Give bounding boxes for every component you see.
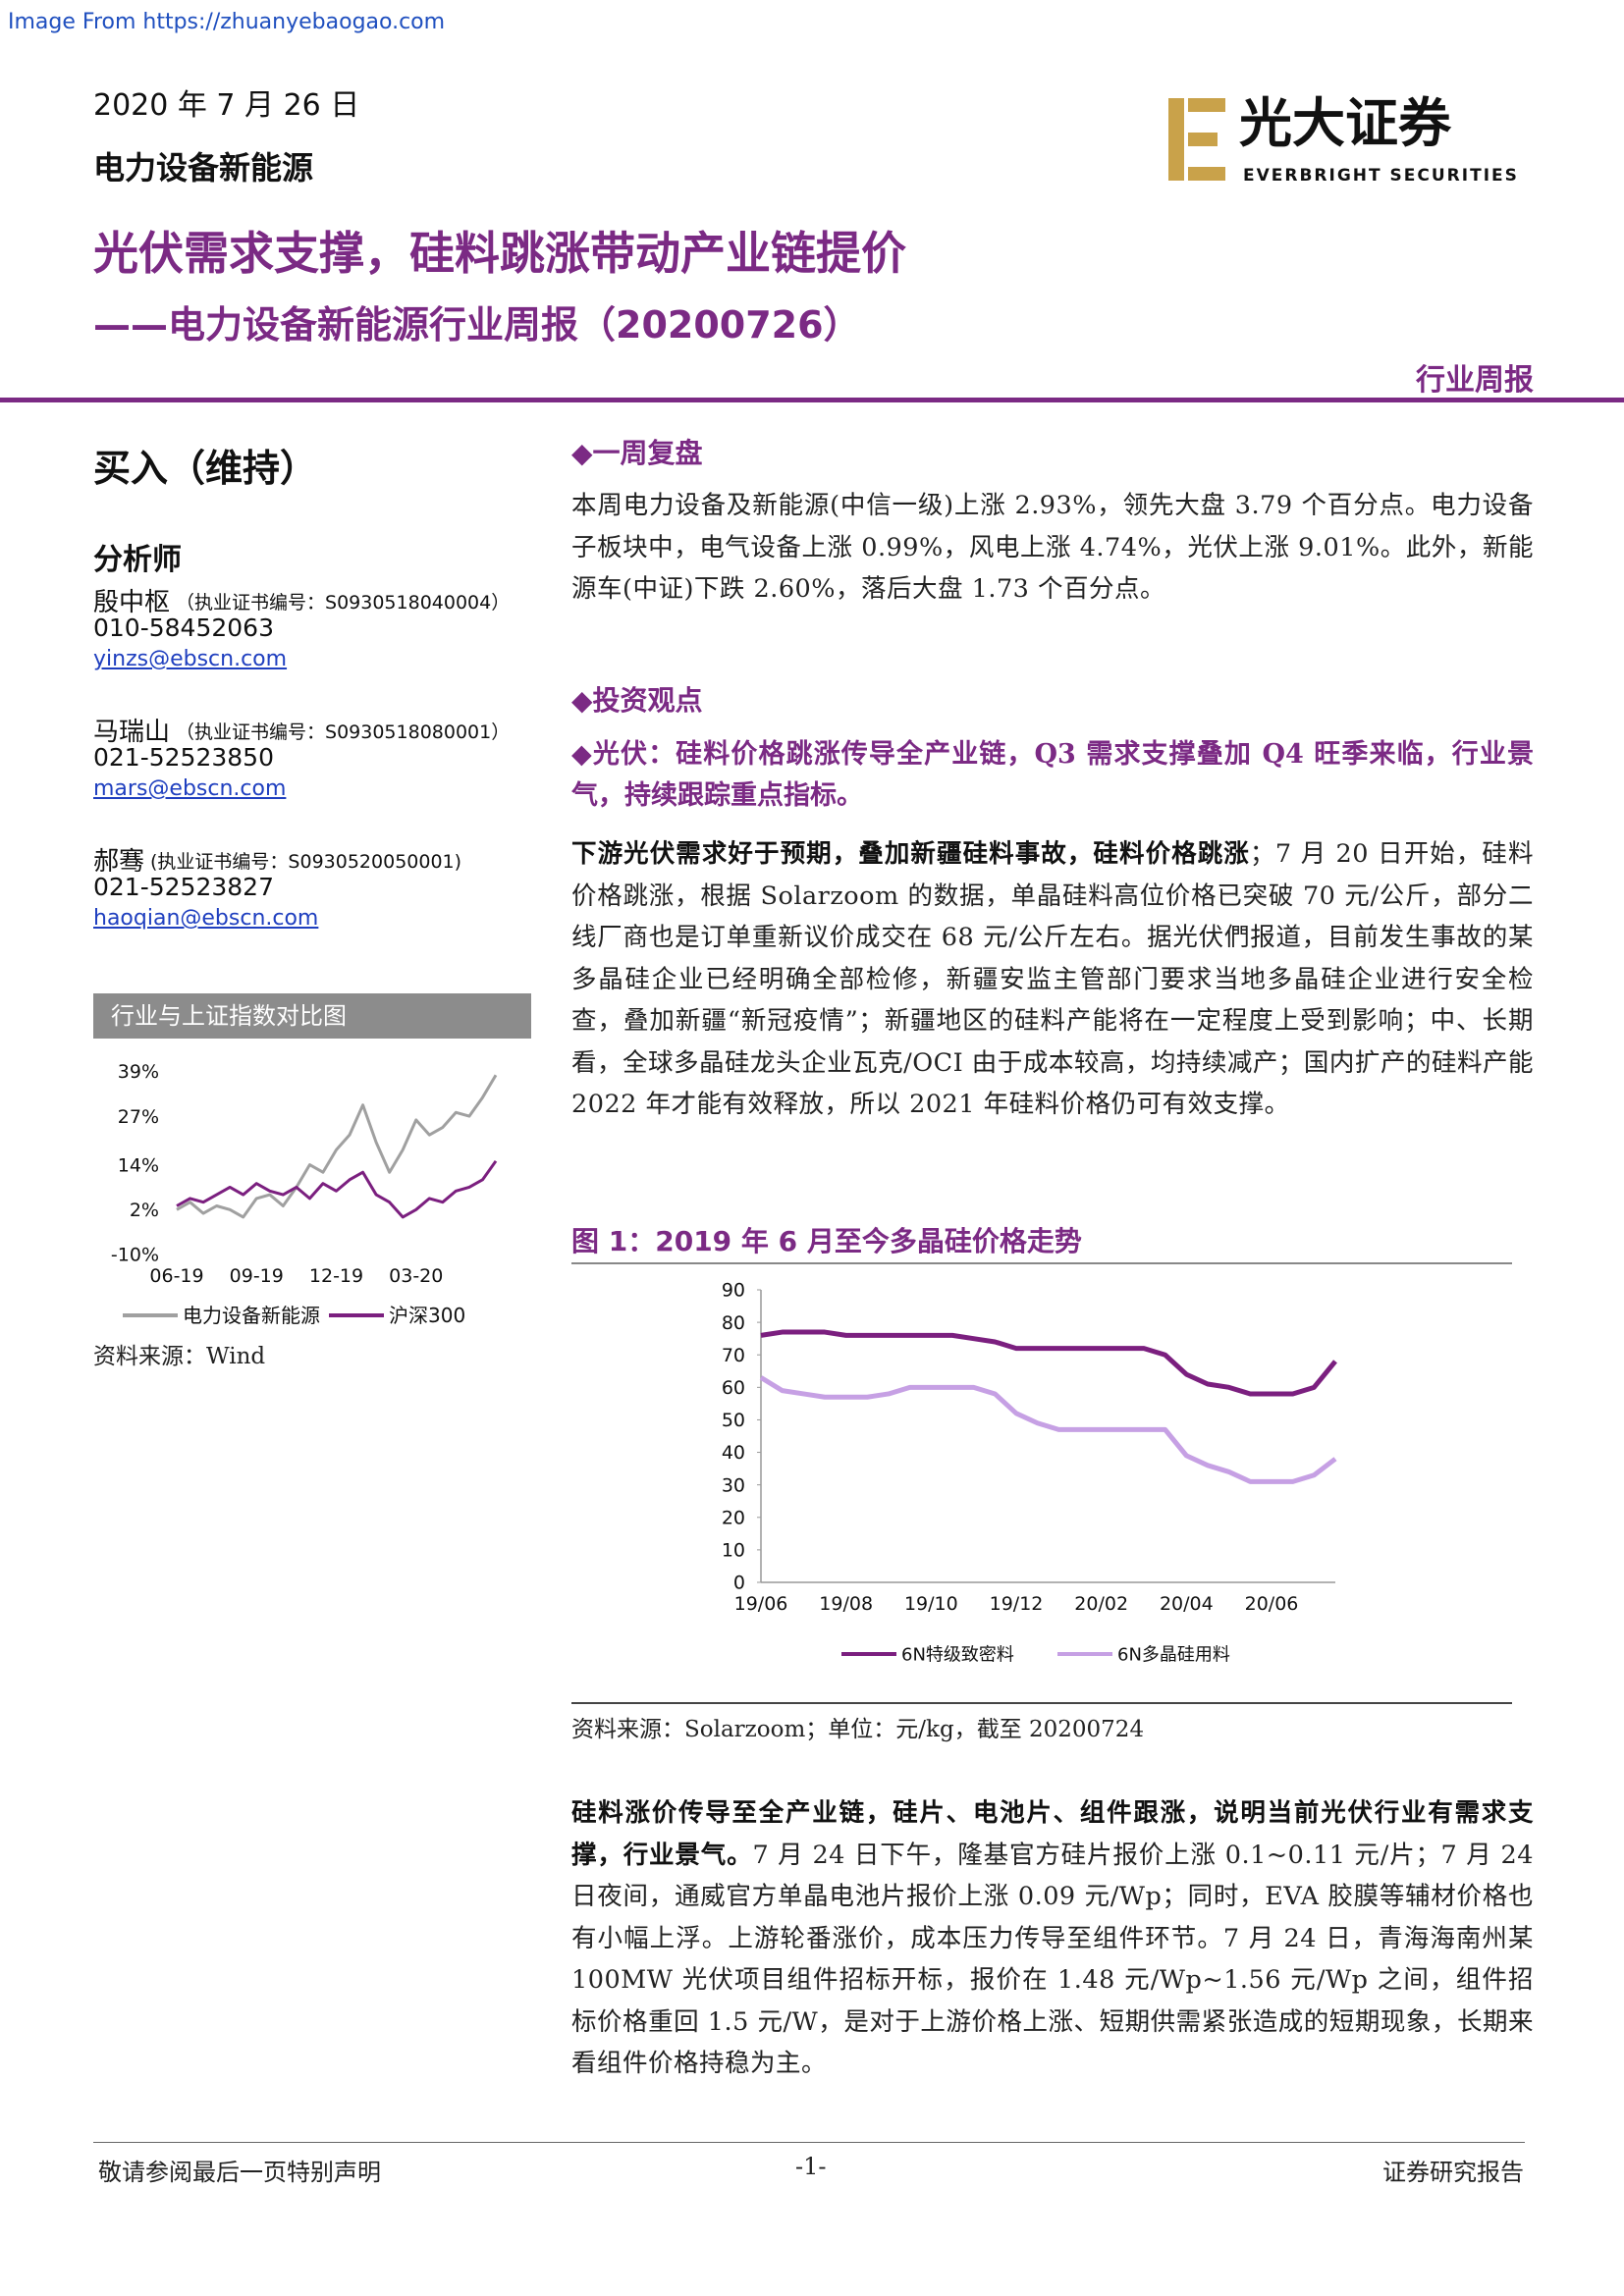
x-tick-label: 19/12 bbox=[990, 1593, 1044, 1615]
logo-bar bbox=[1188, 98, 1225, 112]
y-tick-label: -10% bbox=[111, 1245, 159, 1266]
analyst-name: 马瑞山 bbox=[93, 718, 171, 747]
logo-en: EVERBRIGHT SECURITIES bbox=[1243, 166, 1519, 186]
chart: 90 80 70 60 50 40 30 20 10 019/06 19/08 19/10 19/12 2… bbox=[722, 1280, 1337, 1665]
y-tick-label: 40 bbox=[722, 1442, 745, 1464]
y-tick-label: 90 bbox=[722, 1280, 745, 1302]
analyst-phone: 021-52523827 bbox=[93, 873, 274, 901]
analyst-cert: （执业证书编号：S0930518080001） bbox=[176, 721, 511, 743]
legend-label: 沪深300 bbox=[389, 1304, 465, 1327]
y-tick-label: 20 bbox=[722, 1507, 745, 1528]
footer-right: 证券研究报告 bbox=[1382, 2159, 1524, 2186]
x-tick-label: 12-19 bbox=[309, 1265, 363, 1287]
analyst-email[interactable]: yinzs@ebscn.com bbox=[93, 647, 288, 671]
logo: 光大证券 EVERBRIGHT SECURITIES bbox=[1168, 92, 1519, 186]
report-subtitle: ——电力设备新能源行业周报（20200726） bbox=[93, 303, 861, 347]
analyst-name: 殷中枢 bbox=[93, 588, 171, 617]
x-tick-label: 06-19 bbox=[149, 1265, 203, 1287]
text: ；7 月 20 日开始，硅料价格跳涨，根据 Solarzoom 的数据，单晶硅料… bbox=[571, 839, 1534, 1119]
chart: 39% 27% 14% 2% -10%06-19 09-19 12-19 03-20 电力设备新… bbox=[111, 1061, 498, 1327]
paragraph: 硅料涨价传导至全产业链，硅片、电池片、组件跟涨，说明当前光伏行业有需求支撑，行业… bbox=[571, 1792, 1534, 2085]
x-tick-label: 20/04 bbox=[1160, 1593, 1214, 1615]
report-date: 2020 年 7 月 26 日 bbox=[93, 88, 360, 123]
analyst-cert: (执业证书编号：S0930520050001) bbox=[150, 851, 462, 873]
y-tick-label: 27% bbox=[118, 1106, 159, 1128]
rule bbox=[571, 1702, 1512, 1704]
rating: 买入（维持） bbox=[93, 447, 318, 490]
x-tick-label: 20/02 bbox=[1074, 1593, 1128, 1615]
subheading: ◆光伏：硅料价格跳涨传导全产业链，Q3 需求支撑叠加 Q4 旺季来临，行业景气，… bbox=[571, 739, 1534, 811]
x-tick-label: 19/10 bbox=[904, 1593, 958, 1615]
series-line bbox=[760, 1329, 1337, 1397]
analyst-phone: 010-58452063 bbox=[93, 614, 274, 642]
y-tick-label: 14% bbox=[118, 1154, 159, 1176]
section-heading: ◆一周复盘 bbox=[571, 437, 703, 469]
y-tick-label: 39% bbox=[118, 1061, 159, 1083]
y-tick-label: 50 bbox=[722, 1410, 745, 1431]
series-line bbox=[176, 1074, 498, 1219]
footer-left: 敬请参阅最后一页特别声明 bbox=[98, 2159, 381, 2186]
x-tick-label: 09-19 bbox=[230, 1265, 284, 1287]
bold-lead: 下游光伏需求好于预期，叠加新疆硅料事故，硅料价格跳涨 bbox=[571, 839, 1250, 869]
chart-source: 资料来源：Solarzoom；单位：元/kg，截至 20200724 bbox=[571, 1717, 1145, 1742]
bold-lead: 硅料涨价传导至全产业链，硅片、电池片、组件跟涨，说明当前光伏行业有需求支撑，行业… bbox=[571, 1798, 1534, 1870]
analysts-title: 分析师 bbox=[93, 543, 182, 577]
analyst-cert: （执业证书编号：S0930518040004） bbox=[176, 592, 511, 614]
analyst-phone: 021-52523850 bbox=[93, 743, 274, 772]
x-tick-label: 19/06 bbox=[734, 1593, 788, 1615]
logo-bar bbox=[1188, 133, 1218, 146]
section-heading: ◆投资观点 bbox=[571, 684, 703, 717]
divider bbox=[0, 398, 1624, 402]
logo-bar bbox=[1168, 98, 1184, 181]
analyst-email[interactable]: haoqian@ebscn.com bbox=[93, 906, 319, 931]
figure-title: 图 1：2019 年 6 月至今多晶硅价格走势 bbox=[571, 1225, 1082, 1257]
legend-label: 电力设备新能源 bbox=[183, 1304, 320, 1327]
paragraph: 本周电力设备及新能源(中信一级)上涨 2.93%，领先大盘 3.79 个百分点。… bbox=[571, 491, 1534, 604]
x-tick-label: 03-20 bbox=[389, 1265, 443, 1287]
y-tick-label: 60 bbox=[722, 1377, 745, 1399]
series-line bbox=[176, 1159, 498, 1219]
report-type: 行业周报 bbox=[1416, 363, 1534, 398]
analyst-email[interactable]: mars@ebscn.com bbox=[93, 776, 287, 801]
text: 7 月 24 日下午，隆基官方硅片报价上涨 0.1~0.11 元/片；7 月 2… bbox=[571, 1840, 1534, 2079]
watermark: Image From https://zhuanyebaogao.com bbox=[8, 10, 446, 34]
report-title: 光伏需求支撑，硅料跳涨带动产业链提价 bbox=[93, 227, 906, 280]
rule bbox=[571, 1262, 1512, 1264]
y-tick-label: 10 bbox=[722, 1540, 745, 1562]
logo-cn: 光大证券 bbox=[1239, 92, 1452, 154]
sector: 电力设备新能源 bbox=[93, 149, 314, 187]
analyst-name: 郝骞 bbox=[93, 847, 145, 877]
x-tick-label: 20/06 bbox=[1245, 1593, 1299, 1615]
legend-label: 6N多晶硅用料 bbox=[1117, 1644, 1230, 1665]
x-tick-label: 19/08 bbox=[819, 1593, 873, 1615]
y-tick-label: 80 bbox=[722, 1312, 745, 1334]
page-number: -1- bbox=[795, 2153, 827, 2180]
y-tick-label: 70 bbox=[722, 1345, 745, 1366]
paragraph: 下游光伏需求好于预期，叠加新疆硅料事故，硅料价格跳涨；7 月 20 日开始，硅料… bbox=[571, 833, 1534, 1126]
series-line bbox=[759, 1375, 1337, 1484]
y-tick-label: 2% bbox=[130, 1200, 159, 1221]
legend-label: 6N特级致密料 bbox=[901, 1644, 1014, 1665]
chart-source: 资料来源：Wind bbox=[93, 1344, 266, 1369]
y-tick-label: 30 bbox=[722, 1474, 745, 1496]
logo-bar bbox=[1188, 167, 1225, 181]
rule bbox=[93, 2142, 1525, 2143]
chart-title: 行业与上证指数对比图 bbox=[93, 993, 531, 1039]
y-tick-label: 0 bbox=[733, 1573, 745, 1594]
